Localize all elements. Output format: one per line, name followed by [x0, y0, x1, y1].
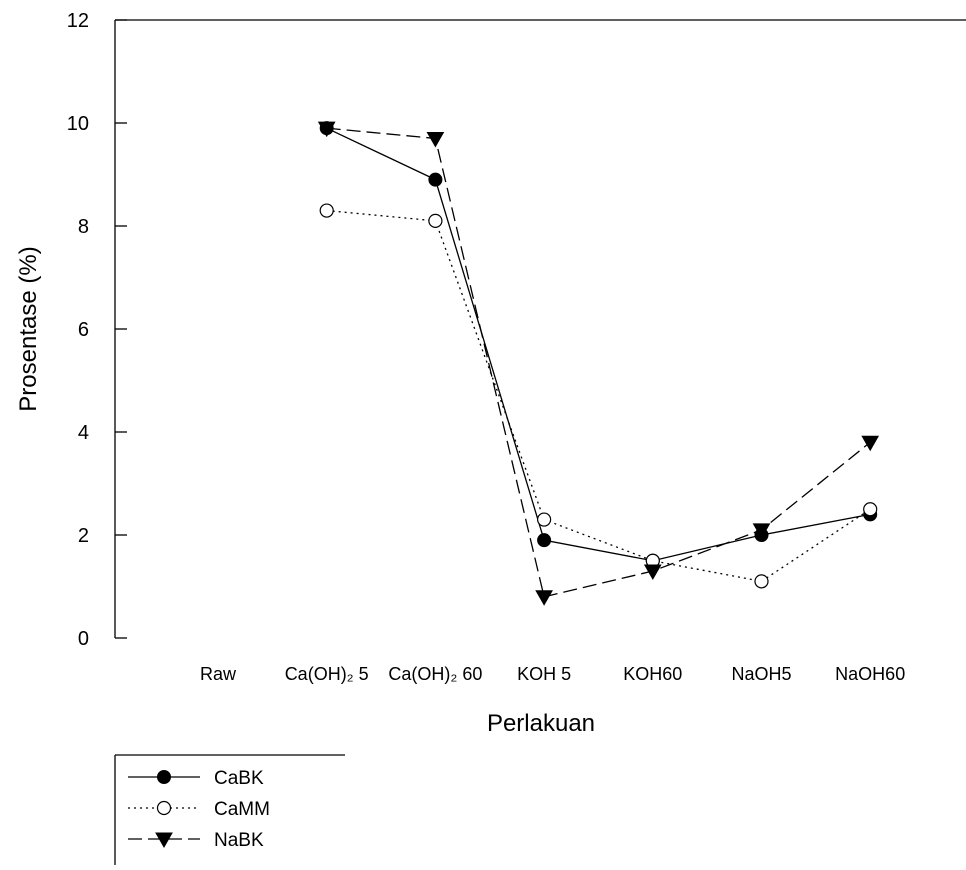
legend-label-nabk: NaBK — [214, 830, 264, 851]
series-line-nabk — [326, 127, 871, 598]
legend-marker-camm — [156, 800, 172, 816]
data-point-cabk — [428, 172, 443, 187]
legend-marker-nabk — [155, 832, 173, 849]
data-point-nabk — [643, 564, 662, 581]
data-point-camm — [863, 502, 878, 517]
data-point-nabk — [861, 435, 880, 452]
x-axis-title: Perlakuan — [487, 710, 595, 737]
data-point-nabk — [317, 121, 336, 138]
data-point-cabk — [537, 533, 552, 548]
plot-area: 0 2 4 6 8 10 12 Raw Ca(OH)₂ 5 Ca(OH)₂ 60 KOH 5 KOH6… — [67, 10, 966, 684]
data-point-nabk — [535, 590, 553, 606]
data-point-camm — [428, 213, 443, 228]
y-tick-label: 0 — [78, 628, 89, 650]
legend-marker-cabk — [157, 770, 171, 784]
x-tick-label: KOH60 — [623, 664, 682, 684]
legend: CaBK CaMM NaBK — [114, 754, 345, 865]
x-tick-label: Ca(OH)₂ 5 — [285, 664, 369, 684]
x-tick-label: NaOH5 — [731, 664, 791, 684]
x-tick-label: Raw — [200, 664, 237, 684]
data-point-camm — [754, 574, 769, 589]
legend-label-cabk: CaBK — [214, 768, 264, 789]
y-axis-title: Prosentase (%) — [15, 246, 42, 411]
series-line-cabk — [326, 127, 871, 562]
y-tick-label: 10 — [67, 113, 89, 135]
data-point-camm — [536, 512, 552, 527]
data-point-nabk — [752, 523, 771, 539]
data-point-nabk — [426, 131, 445, 148]
x-tick-label: Ca(OH)₂ 60 — [388, 664, 482, 684]
x-tick-label: KOH 5 — [517, 664, 571, 684]
legend-label-camm: CaMM — [214, 799, 270, 820]
y-tick-label: 4 — [78, 422, 89, 444]
y-tick-label: 12 — [67, 10, 89, 32]
x-tick-label: NaOH60 — [835, 664, 905, 684]
y-tick-label: 2 — [78, 525, 89, 547]
series-line-camm — [326, 209, 871, 583]
y-tick-label: 8 — [78, 216, 89, 238]
y-tick-label: 6 — [78, 319, 89, 341]
data-point-camm — [319, 203, 334, 218]
series-layer — [317, 121, 880, 606]
